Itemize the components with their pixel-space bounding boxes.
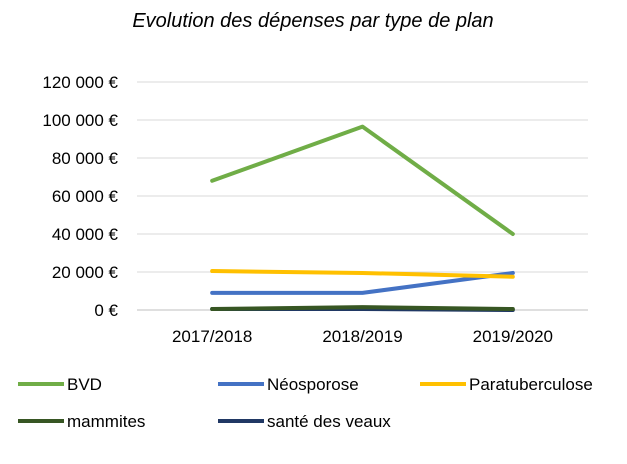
x-tick-label: 2019/2020: [473, 327, 553, 346]
y-tick-label: 40 000 €: [52, 225, 119, 244]
series-line-mammites: [210, 305, 515, 312]
legend: BVD Néosporose Paratuberculose mammites sant…: [18, 375, 593, 431]
y-tick-label: 100 000 €: [42, 111, 118, 130]
series-line-n-osporose: [210, 270, 515, 295]
legend-item: Néosporose: [218, 375, 359, 394]
legend-item: santé des veaux: [218, 412, 391, 431]
series-lines: [210, 124, 515, 312]
y-tick-label: 20 000 €: [52, 263, 119, 282]
legend-item: BVD: [18, 375, 102, 394]
x-axis-ticks: 2017/2018 2018/2019 2019/2020: [172, 327, 553, 346]
legend-label: Paratuberculose: [469, 375, 593, 394]
legend-label: Néosporose: [267, 375, 359, 394]
series-line-bvd: [210, 124, 515, 236]
chart-title: Evolution des dépenses par type de plan: [132, 10, 493, 32]
x-tick-label: 2018/2019: [322, 327, 402, 346]
y-axis-ticks: 0 € 20 000 € 40 000 € 60 000 € 80 000 € 100 0…: [42, 73, 118, 320]
x-tick-label: 2017/2018: [172, 327, 252, 346]
legend-label: mammites: [67, 412, 145, 431]
legend-label: BVD: [67, 375, 102, 394]
legend-label: santé des veaux: [267, 412, 391, 431]
series-line-paratuberculose: [210, 269, 515, 279]
legend-item: mammites: [18, 412, 145, 431]
gridlines: [137, 81, 588, 311]
y-tick-label: 80 000 €: [52, 149, 119, 168]
legend-item: Paratuberculose: [420, 375, 593, 394]
y-tick-label: 60 000 €: [52, 187, 119, 206]
y-tick-label: 120 000 €: [42, 73, 118, 92]
y-tick-label: 0 €: [94, 301, 118, 320]
